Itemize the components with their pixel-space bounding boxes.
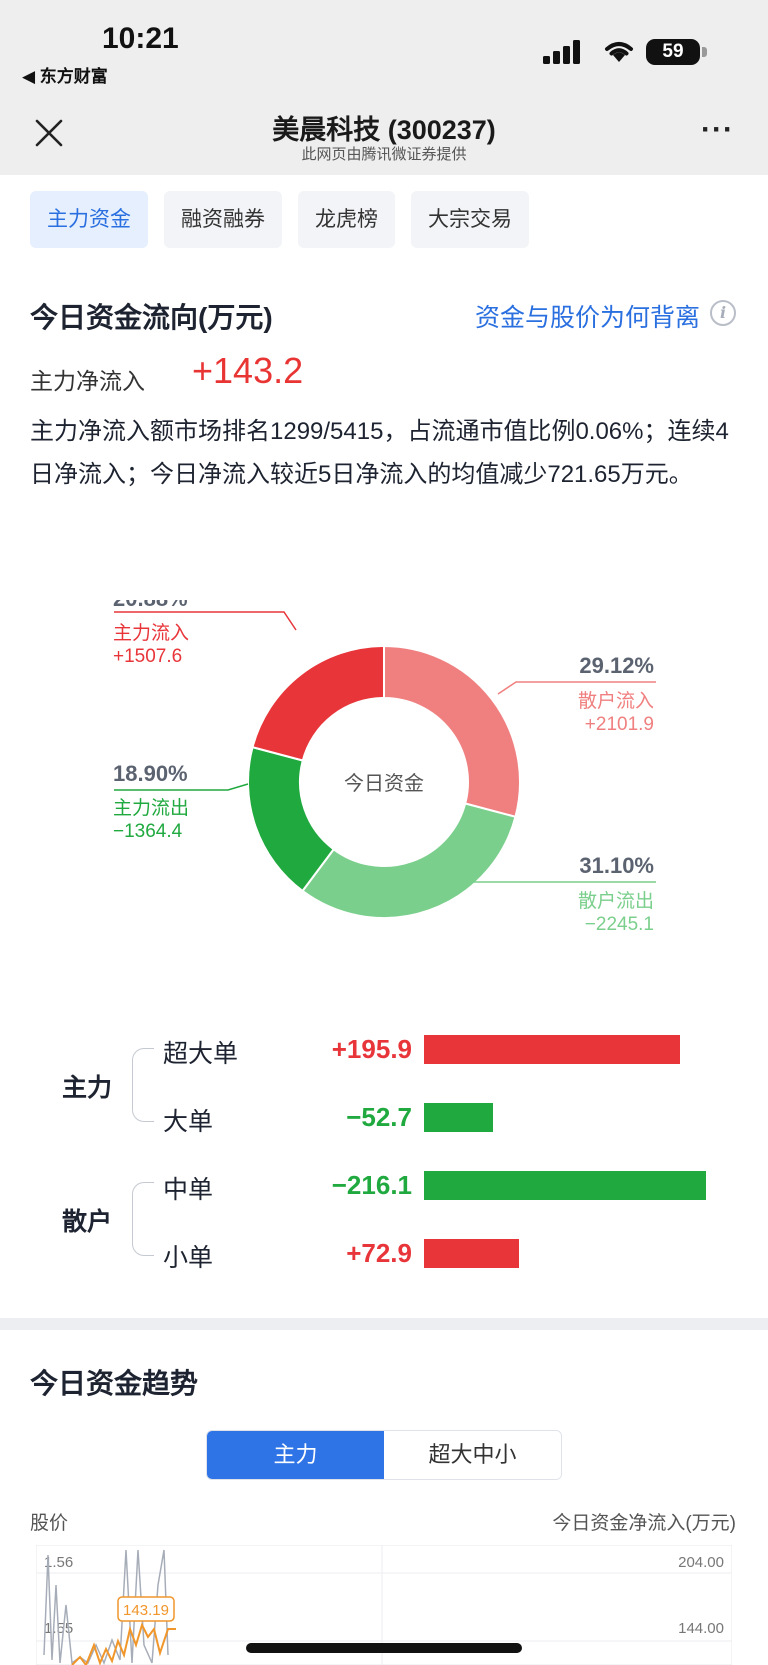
divergence-link[interactable]: 资金与股价为何背离 [474, 304, 700, 332]
info-icon[interactable]: i [710, 300, 736, 326]
leader-line-main-in [114, 611, 297, 631]
main-out-name: 主力流出 [113, 797, 189, 819]
slice-retail-in [383, 644, 521, 819]
retail-in-pct: 29.12% [579, 653, 654, 678]
bar-super-large [424, 1035, 680, 1064]
more-options-icon[interactable]: ··· [701, 113, 734, 146]
top-bar: 10:21 ◀ 东方财富 59 美晨科技 (300237) 此网页由腾讯微证券提… [0, 0, 768, 175]
main-in-pct: 20.88% [113, 600, 188, 611]
retail-bracket [132, 1182, 154, 1256]
trend-section-title: 今日资金趋势 [30, 1368, 199, 1399]
close-icon[interactable] [34, 118, 64, 148]
price-line [43, 1549, 169, 1665]
tab-block-trade[interactable]: 大宗交易 [411, 191, 529, 248]
inflow-tooltip-box [117, 1596, 175, 1622]
tab-dragon-tiger[interactable]: 龙虎榜 [298, 191, 395, 248]
retail-out-pct: 31.10% [579, 853, 654, 878]
row-value-large: −52.7 [346, 1102, 412, 1132]
donut-center-label: 今日资金 [344, 772, 424, 795]
row-value-super-large: +195.9 [331, 1034, 412, 1064]
tab-bar: 主力资金 融资融券 龙虎榜 大宗交易 [30, 191, 529, 248]
bar-medium [424, 1171, 706, 1200]
status-time: 10:21 [102, 22, 179, 55]
retail-in-name: 散户流入 [578, 690, 654, 712]
home-indicator [246, 1643, 522, 1653]
section-divider [0, 1318, 768, 1330]
row-label-medium: 中单 [163, 1176, 214, 1204]
flow-summary-text: 主力净流入额市场排名1299/5415，占流通市值比例0.06%；连续4日净流入… [30, 418, 729, 488]
page-subtitle: 此网页由腾讯微证券提供 [301, 146, 467, 163]
tab-margin-trading[interactable]: 融资融券 [164, 191, 282, 248]
row-label-small: 小单 [163, 1244, 214, 1272]
bar-large [424, 1103, 493, 1132]
row-value-medium: −216.1 [331, 1170, 412, 1200]
slice-retail-out [301, 802, 517, 919]
inflow-line [71, 1622, 176, 1665]
net-inflow-label: 主力净流入 [30, 368, 145, 394]
toggle-main[interactable]: 主力 [207, 1431, 384, 1479]
trend-toggle: 主力 超大中小 [206, 1430, 562, 1480]
leader-line-retail-out [431, 867, 656, 883]
leader-line-retail-in [497, 681, 656, 695]
slice-main-in [251, 644, 385, 762]
row-label-large: 大单 [163, 1108, 214, 1136]
main-out-value: −1364.4 [113, 821, 183, 842]
price-axis-title: 股价 [30, 1513, 69, 1534]
net-inflow-value: +143.2 [192, 350, 304, 391]
group-label-main: 主力 [62, 1074, 113, 1102]
leader-line-main-out [114, 783, 249, 791]
inflow-tick-top: 204.00 [678, 1554, 724, 1571]
retail-out-name: 散户流出 [578, 890, 654, 912]
cellular-signal-icon [543, 40, 580, 64]
fund-flow-donut-chart: 今日资金 29.12% 散户流入 +2101.9 31.10% 散户流出 −22… [113, 600, 656, 935]
tab-main-funds[interactable]: 主力资金 [30, 191, 148, 248]
main-out-pct: 18.90% [113, 761, 188, 786]
toggle-order-size[interactable]: 超大中小 [384, 1431, 561, 1479]
inflow-tick-bottom: 144.00 [678, 1620, 724, 1637]
flow-section-title: 今日资金流向(万元) [30, 302, 273, 333]
battery-icon: 59 [646, 39, 700, 65]
back-to-app-link[interactable]: ◀ 东方财富 [22, 67, 108, 86]
order-size-breakdown: 主力 散户 超大单 大单 中单 小单 +195.9 −52.7 −216.1 +… [0, 1010, 768, 1280]
retail-out-value: −2245.1 [585, 914, 654, 935]
page-title: 美晨科技 (300237) [272, 115, 496, 145]
inflow-axis-title: 今日资金净流入(万元) [552, 1513, 736, 1534]
main-bracket [132, 1048, 154, 1122]
wifi-icon [605, 42, 633, 62]
battery-cap [702, 47, 707, 57]
row-value-small: +72.9 [346, 1238, 412, 1268]
main-in-name: 主力流入 [113, 622, 189, 644]
inflow-tooltip: 143.19 [123, 1602, 169, 1619]
group-label-retail: 散户 [62, 1208, 113, 1236]
row-label-super-large: 超大单 [163, 1040, 239, 1068]
price-tick-top: 1.56 [44, 1554, 73, 1571]
retail-in-value: +2101.9 [585, 714, 654, 735]
bar-small [424, 1239, 519, 1268]
main-in-value: +1507.6 [113, 646, 182, 667]
